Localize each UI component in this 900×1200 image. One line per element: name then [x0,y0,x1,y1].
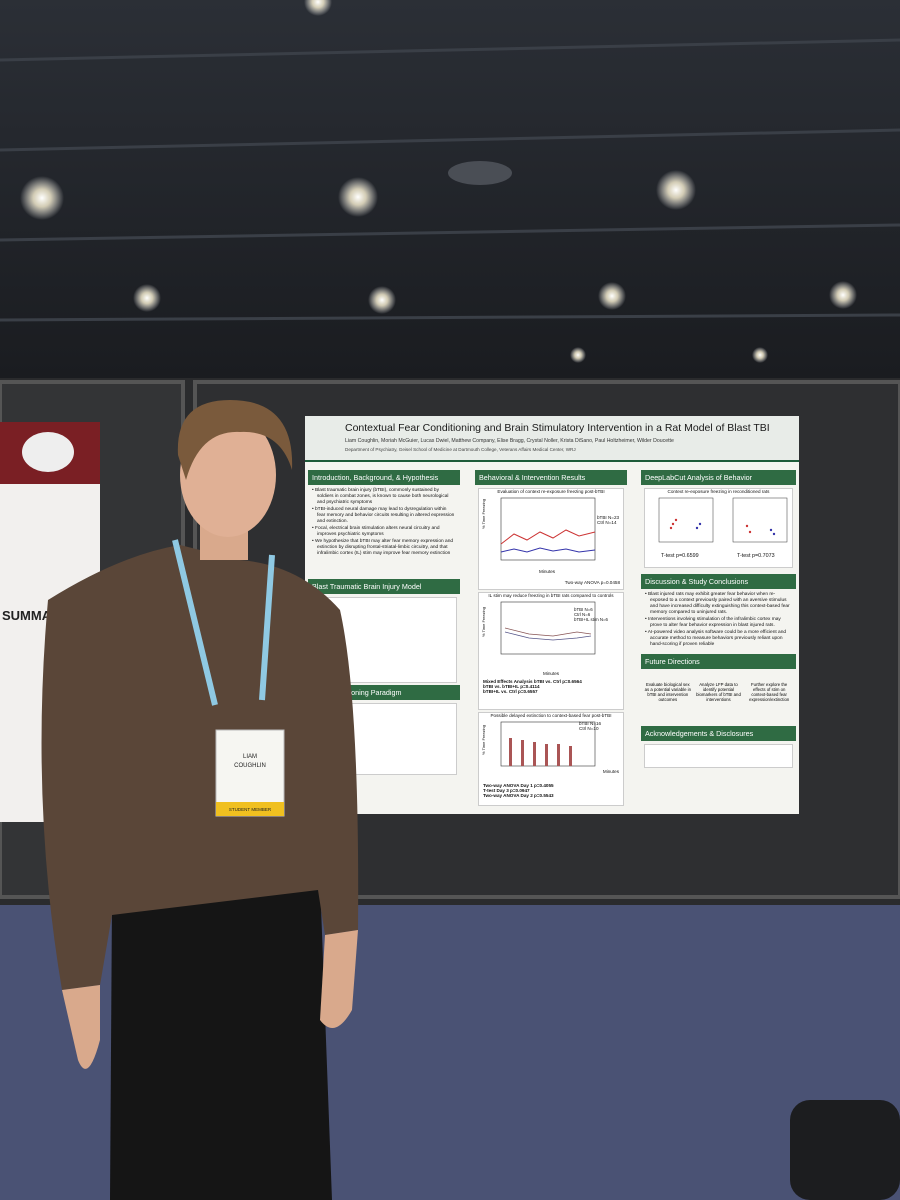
bullet: • Blast injured rats may exhibit greater… [645,592,790,615]
stat: T-test Day 3 p=0.0947 [483,788,530,793]
stats: Mixed Effects Analysis bTBI vs. Ctrl p=0… [483,679,582,694]
bullet: • Blast traumatic brain injury (bTBI), c… [312,488,449,505]
badge [215,729,285,817]
bullet: • AI-powered video analysis software cou… [645,630,787,647]
legend-item: bTBI N=16 [579,721,602,726]
column: DeepLabCut Analysis of Behavior Context … [641,470,796,770]
poster: Contextual Fear Conditioning and Brain S… [305,416,799,814]
plot [500,721,596,767]
figure-title: Possible delayed extinction to context-b… [490,713,612,718]
poster-title: Contextual Fear Conditioning and Brain S… [345,422,770,434]
axis-label: Minutes [543,671,560,676]
axis-label: Minutes [539,569,556,574]
legend-item: bTBI+IL stim N=6 [574,617,608,622]
authors: Liam Coughlin, Moriah McGuier, Lucas Dwi… [345,438,674,444]
stat: Two-way ANOVA Day 2 p=0.5543 [483,793,554,798]
stat: Two-way ANOVA p=0.0458 [564,580,620,585]
figure: Evaluation of context re-exposure freezi… [478,488,624,590]
plot [500,497,596,561]
plot [500,601,596,655]
bullet: • Interventions involving stimulation of… [645,617,781,628]
affiliation: Department of Psychiatry, Geisel School … [345,447,576,452]
bullets: • Blast traumatic brain injury (bTBI), c… [308,488,460,557]
stat: T-test p=0.7073 [737,553,775,559]
figure-title: IL stim may reduce freezing in bTBI rats… [488,593,614,598]
section-heading: Discussion & Study Conclusions [641,574,796,589]
section-heading: Blast Traumatic Brain Injury Model [308,579,460,594]
future-item: Evaluate biological sex as a potential v… [644,682,691,702]
legend: bTBI N=23 Ctrl N=14 [597,515,619,525]
legend-item: Ctrl N=6 [574,612,591,617]
figure-title: Evaluation of context re-exposure freezi… [497,489,605,494]
bullets: • Blast injured rats may exhibit greater… [641,592,796,648]
legend-item: Ctrl N=10 [579,726,599,731]
column: Behavioral & Intervention Results Evalua… [475,470,627,808]
badge-first: LIAM [243,754,257,760]
legend: bTBI N=16 Ctrl N=10 [579,721,601,731]
future-item: Further explore the effects of stim on c… [749,682,790,702]
stat: bTBI+IL vs. Ctrl p=0.6557 [483,689,538,694]
stats: Two-way ANOVA Day 1 p=0.4055 T-test Day 3… [483,783,554,798]
stat: Mixed Effects Analysis bTBI vs. Ctrl p=0… [483,679,582,684]
badge-last: COUGHLIN [234,763,266,769]
bullet: • bTBI-induced neural damage may lead to… [312,507,455,524]
section-heading: DeepLabCut Analysis of Behavior [641,470,796,485]
axis-label: Minutes [602,769,619,774]
stat: Two-way ANOVA Day 1 p=0.4055 [483,783,554,788]
figure: Possible delayed extinction to context-b… [478,712,624,806]
legend-item: bTBI N=6 [574,607,593,612]
stat: T-test p=0.6599 [661,553,699,559]
legend: bTBI N=6 Ctrl N=6 bTBI+IL stim N=6 [574,607,608,622]
stat: bTBI vs. bTBI+IL p=0.4114 [483,684,540,689]
section-heading: Acknowledgements & Disclosures [641,726,796,741]
bullet: • We hypothesize that bTBI may alter fea… [312,539,454,556]
section-heading: Future Directions [641,654,796,669]
notes [644,744,793,768]
badge-role: STUDENT MEMBER [229,807,272,812]
section-heading: Behavioral & Intervention Results [475,470,627,485]
figure-title: Context re-exposure freezing in recondit… [667,489,770,494]
section-heading: Introduction, Background, & Hypothesis [308,470,460,485]
figure: IL stim may reduce freezing in bTBI rats… [478,592,624,710]
title-bar: Contextual Fear Conditioning and Brain S… [305,416,799,462]
future-item: Analyze LFP data to identify potential b… [696,682,741,702]
legend-item: bTBI N=23 [597,515,620,520]
future-items: Evaluate biological sex as a potential v… [641,672,796,722]
figure: Context re-exposure freezing in recondit… [644,488,793,568]
legend-item: Ctrl N=14 [597,520,617,525]
plot [658,497,788,543]
bullet: • Focal, electrical brain stimulation al… [312,526,440,537]
